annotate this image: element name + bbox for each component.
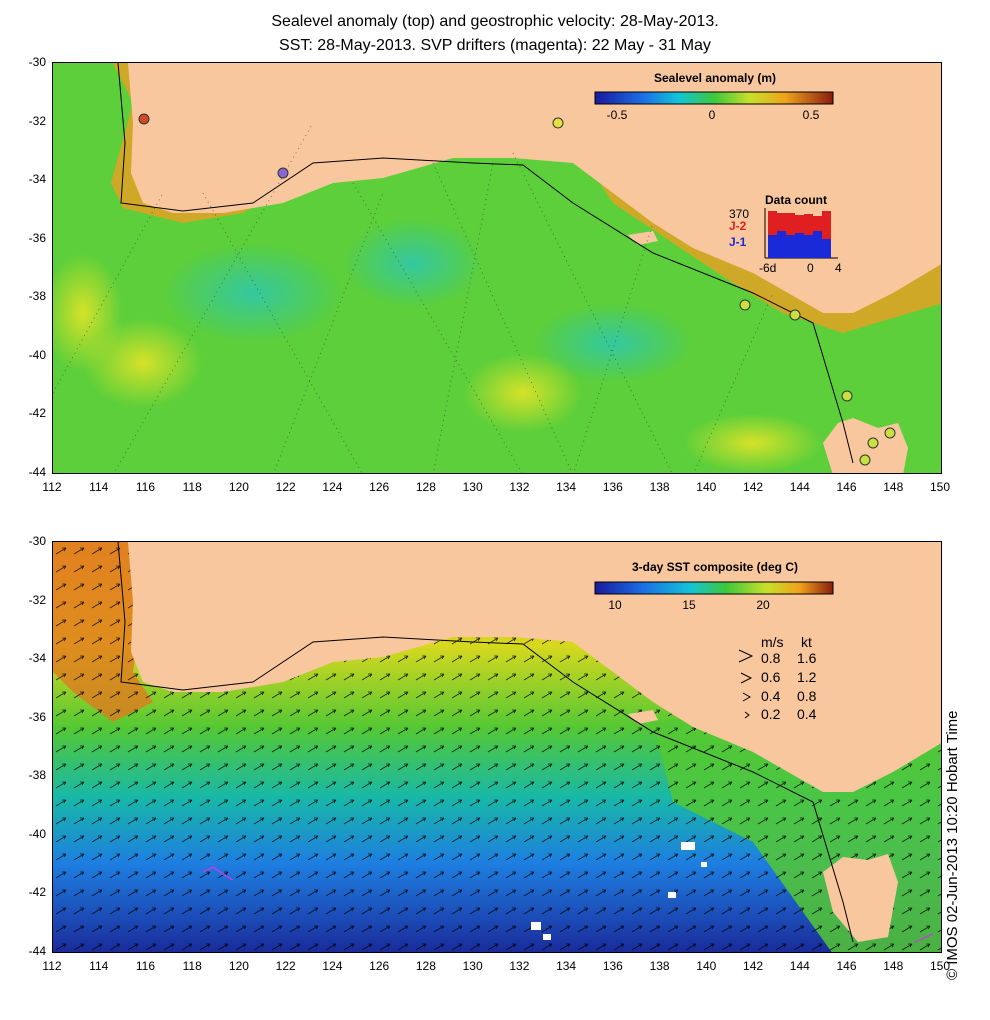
x-tick-label: 136 [602, 959, 623, 973]
y-tick-label: -32 [28, 113, 46, 128]
sealevel-colorbar-tick: -0.5 [606, 108, 628, 122]
velocity-legend-kt: 1.2 [797, 669, 817, 685]
data-count-max: 370 [729, 207, 750, 221]
y-tick-label: -34 [28, 172, 46, 187]
x-tick-label: 146 [836, 959, 857, 973]
velocity-legend-ms: 0.2 [761, 706, 781, 722]
x-tick-label: 150 [929, 480, 951, 494]
sst-colorbar-tick: 20 [756, 598, 770, 612]
velocity-legend-header-ms: m/s [761, 634, 784, 650]
x-tick-label: 122 [275, 959, 296, 973]
sealevel-colorbar-tick: 0.5 [802, 108, 820, 122]
x-tick-label: 124 [322, 959, 343, 973]
x-tick-label: 114 [89, 959, 109, 973]
x-tick-label: 130 [462, 480, 483, 494]
velocity-legend-ms: 0.6 [761, 669, 781, 685]
x-tick-label: 138 [649, 959, 670, 973]
y-tick-label: -42 [28, 885, 46, 900]
x-tick-label: 120 [228, 480, 249, 494]
x-tick-label: 142 [743, 959, 764, 973]
x-tick-label: 114 [89, 480, 109, 494]
x-tick-label: 128 [415, 959, 436, 973]
title-line-2: SST: 28-May-2013. SVP drifters (magenta)… [279, 37, 711, 54]
x-tick-label: 126 [369, 959, 390, 973]
sst-colorbar-tick: 15 [682, 598, 696, 612]
y-tick-label: -40 [28, 347, 46, 362]
sst-map-svg [53, 542, 941, 952]
y-tick-label: -38 [28, 289, 46, 304]
x-tick-label: 136 [602, 480, 623, 494]
x-tick-label: 142 [743, 480, 764, 494]
data-count-x-mid: 0 [807, 261, 814, 275]
x-tick-label: 116 [135, 959, 156, 973]
velocity-legend-ms: 0.4 [761, 688, 781, 704]
y-tick-label: -42 [28, 406, 46, 421]
sealevel-colorbar-title: Sealevel anomaly (m) [653, 71, 777, 85]
x-tick-label: 130 [462, 959, 483, 973]
x-tick-label: 134 [556, 959, 577, 973]
y-tick-label: -32 [28, 592, 46, 607]
x-tick-label: 126 [369, 480, 390, 494]
x-tick-label: 112 [42, 480, 62, 494]
x-tick-label: 132 [509, 959, 530, 973]
y-tick-label: -36 [28, 230, 46, 245]
x-tick-label: 118 [182, 959, 202, 973]
y-tick-label: -34 [28, 651, 46, 666]
x-tick-label: 144 [789, 959, 810, 973]
data-count-j2-label: J-2 [729, 219, 747, 233]
sst-colorbar-title: 3-day SST composite (deg C) [631, 560, 799, 574]
sst-map[interactable]: 3-day SST composite (deg C) 10 15 20 m/s… [52, 541, 942, 953]
y-tick-label: -44 [28, 465, 46, 479]
data-count-histogram [764, 208, 838, 259]
x-tick-label: 124 [322, 480, 343, 494]
velocity-legend-kt: 1.6 [797, 650, 817, 666]
velocity-legend-kt: 0.4 [797, 706, 817, 722]
y-tick-label: -40 [28, 826, 46, 841]
sealevel-colorbar-tick: 0 [708, 108, 716, 122]
data-count-title: Data count [765, 193, 828, 207]
y-tick-label: -36 [28, 709, 46, 724]
x-tick-label: 112 [42, 959, 62, 973]
x-tick-label: 148 [883, 959, 904, 973]
x-tick-label: 122 [275, 480, 296, 494]
x-tick-label: 140 [696, 480, 717, 494]
x-tick-label: 150 [929, 959, 951, 973]
sealevel-anomaly-map[interactable]: Sealevel anomaly (m) -0.5 0 0.5 370 Data… [52, 62, 942, 474]
x-tick-label: 138 [649, 480, 670, 494]
y-tick-label: -44 [28, 944, 46, 958]
x-tick-label: 118 [182, 480, 202, 494]
x-tick-label: 134 [556, 480, 577, 494]
x-tick-label: 128 [415, 480, 436, 494]
data-count-x-right: 4 [835, 261, 842, 275]
x-tick-label: 148 [883, 480, 904, 494]
title-line-1: Sealevel anomaly (top) and geostrophic v… [271, 13, 719, 30]
data-count-j1-label: J-1 [729, 235, 747, 249]
x-tick-label: 146 [836, 480, 857, 494]
sst-colorbar-tick: 10 [608, 598, 622, 612]
imos-credit: © IMOS 02-Jun-2013 10:20 Hobart Time [944, 710, 961, 980]
x-tick-label: 140 [696, 959, 717, 973]
sealevel-map-svg [53, 63, 941, 473]
velocity-legend-header-kt: kt [801, 634, 812, 650]
x-tick-label: 144 [789, 480, 810, 494]
y-tick-label: -30 [28, 534, 46, 548]
x-tick-label: 116 [135, 480, 156, 494]
velocity-legend-kt: 0.8 [797, 688, 817, 704]
y-tick-label: -38 [28, 768, 46, 783]
y-tick-label: -30 [28, 55, 46, 69]
data-count-x-left: -6d [759, 261, 777, 275]
x-tick-label: 120 [228, 959, 249, 973]
velocity-legend-ms: 0.8 [761, 650, 781, 666]
x-tick-label: 132 [509, 480, 530, 494]
